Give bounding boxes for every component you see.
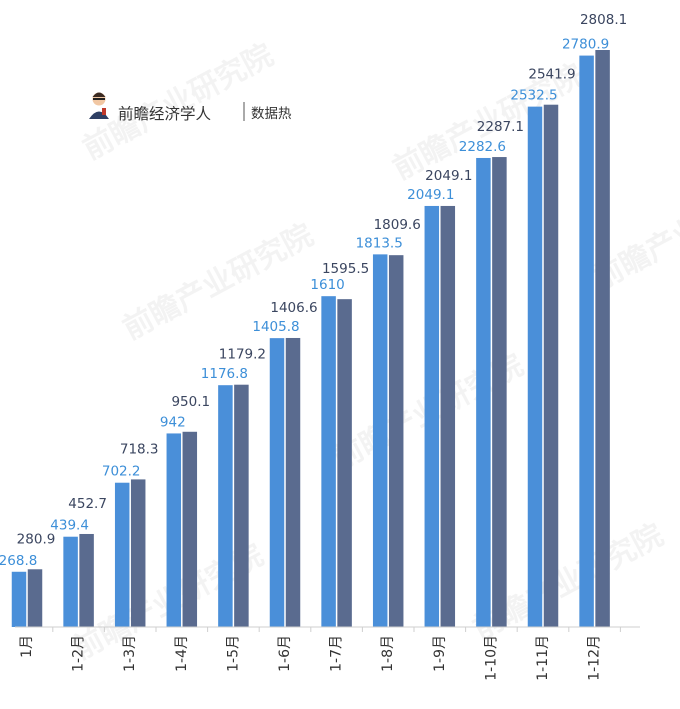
data-label-series-2: 2049.1 <box>425 168 472 184</box>
bar-series-2 <box>595 50 610 627</box>
data-label-series-2: 2287.1 <box>477 119 524 135</box>
bar-series-2 <box>27 569 43 627</box>
data-label-series-1: 1405.8 <box>252 319 299 335</box>
bar-series-2 <box>130 479 146 627</box>
bar-series-1 <box>424 205 440 628</box>
x-axis-ticks: 1月 1-2月 1-3月 1-4月 1-5月 1-6月 1-7月 1-8月 1-9月 1-10月 1… <box>19 635 603 681</box>
data-label-series-1: 2532.5 <box>510 88 557 104</box>
bar-series-2 <box>388 255 404 627</box>
data-label-series-1: 702.2 <box>102 464 141 480</box>
bar-series-2 <box>337 299 352 627</box>
bar-series-1 <box>269 338 285 627</box>
x-tick-label: 1-5月 <box>225 635 241 672</box>
bar-series-1 <box>63 536 78 627</box>
x-tick-label: 1-3月 <box>122 635 138 672</box>
x-tick-label: 1-2月 <box>71 635 87 672</box>
bar-series-1 <box>372 254 388 627</box>
data-label-series-2: 452.7 <box>68 496 107 512</box>
bar-series-2 <box>543 104 559 627</box>
data-label-series-1: 942 <box>160 414 186 430</box>
data-label-series-2: 1406.6 <box>270 300 317 316</box>
bar-series-1 <box>218 385 233 627</box>
bars-group <box>11 50 610 628</box>
x-tick-label: 1-7月 <box>329 635 345 672</box>
data-label-series-1: 1813.5 <box>356 235 403 251</box>
data-label-series-1: 2780.9 <box>562 37 609 53</box>
brand-name: 前瞻经济学人 <box>118 105 211 123</box>
bar-series-2 <box>440 205 456 628</box>
bar-series-1 <box>476 157 491 628</box>
brand-subtitle: 数据热 <box>251 106 292 122</box>
data-label-series-2: 280.9 <box>17 531 56 547</box>
data-label-series-2: 1595.5 <box>322 261 369 277</box>
data-label-series-2: 1179.2 <box>219 347 266 363</box>
bar-series-1 <box>166 433 182 627</box>
x-tick-label: 1-8月 <box>380 635 396 672</box>
bar-series-1 <box>114 482 130 627</box>
data-label-series-1: 1176.8 <box>201 366 248 382</box>
value-labels-group: 280.9 268.8 452.7 439.4 718.3 702.2 950.1 942 11… <box>0 12 627 569</box>
x-tick-label: 1-12月 <box>587 635 603 681</box>
bar-series-2 <box>492 157 507 627</box>
brand-logo: 前瞻经济学人 数据热 <box>88 92 292 123</box>
x-tick-label: 1-6月 <box>277 635 293 672</box>
data-label-series-1: 439.4 <box>50 518 89 534</box>
bar-series-1 <box>321 296 336 627</box>
bar-series-2 <box>182 431 198 627</box>
data-label-series-2: 718.3 <box>120 441 159 457</box>
bar-series-2 <box>285 337 301 627</box>
x-tick-label: 1-9月 <box>432 635 448 672</box>
bar-series-2 <box>79 533 94 627</box>
x-tick-label: 1月 <box>19 635 35 658</box>
bar-series-1 <box>11 571 27 627</box>
x-tick-label: 1-4月 <box>174 635 190 672</box>
bar-series-1 <box>579 55 594 627</box>
x-tick-label: 1-10月 <box>483 635 499 681</box>
bar-series-1 <box>527 106 543 628</box>
avatar-icon <box>88 92 110 119</box>
data-label-series-1: 2282.6 <box>459 139 506 155</box>
data-label-series-1: 2049.1 <box>407 187 454 203</box>
data-label-series-2: 2541.9 <box>528 67 575 83</box>
data-label-series-1: 1610 <box>310 277 344 293</box>
bar-series-2 <box>234 384 249 627</box>
data-label-series-1: 268.8 <box>0 553 37 569</box>
data-label-series-2: 2808.1 <box>580 12 627 28</box>
data-label-series-2: 1809.6 <box>374 217 421 233</box>
x-tick-label: 1-11月 <box>535 635 551 681</box>
x-axis <box>15 626 640 632</box>
data-label-series-2: 950.1 <box>171 394 210 410</box>
